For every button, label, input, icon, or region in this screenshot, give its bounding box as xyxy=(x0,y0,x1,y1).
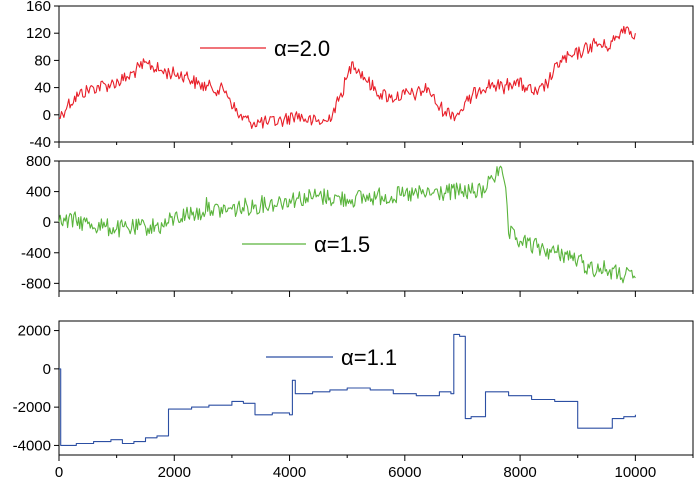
y-tick-label: 800 xyxy=(26,153,51,170)
plot-frame xyxy=(58,160,694,292)
legend-label: α=1.5 xyxy=(314,232,370,257)
legend-label: α=1.1 xyxy=(341,345,397,370)
y-tick-label: 120 xyxy=(26,25,51,42)
x-tick-label: 10000 xyxy=(615,464,657,481)
y-tick-label: 40 xyxy=(34,80,51,97)
y-tick-label: 2000 xyxy=(18,323,51,340)
x-tick-label: 0 xyxy=(55,464,63,481)
panel-2: -800 -400 0 400 800 α=1.5 xyxy=(21,153,694,297)
plot-frame xyxy=(58,5,694,143)
x-tick-label: 4000 xyxy=(273,464,306,481)
y-tick-label: 400 xyxy=(26,184,51,201)
y-tick-label: -2000 xyxy=(13,399,51,416)
y-tick-label: -800 xyxy=(21,275,51,292)
panel-3: -4000 -2000 0 2000 0 2000 4000 6000 8000 10000 α=1… xyxy=(13,320,694,481)
series-line xyxy=(58,25,636,129)
x-tick-label: 6000 xyxy=(388,464,421,481)
x-tick-label: 8000 xyxy=(503,464,536,481)
panel-1: -40 0 40 80 120 160 α=2.0 xyxy=(26,0,694,151)
y-tick-label: 160 xyxy=(26,0,51,15)
y-tick-label: 0 xyxy=(43,107,51,124)
y-tick-label: 80 xyxy=(34,52,51,69)
y-tick-label: 0 xyxy=(43,214,51,231)
y-tick-label: 0 xyxy=(43,361,51,378)
x-tick-label: 2000 xyxy=(158,464,191,481)
series-line xyxy=(59,333,636,446)
series-line xyxy=(58,165,636,284)
y-tick-label: -400 xyxy=(21,245,51,262)
y-tick-label: -4000 xyxy=(13,437,51,454)
plot-frame xyxy=(58,320,694,456)
y-tick-label: -40 xyxy=(29,134,51,151)
legend-label: α=2.0 xyxy=(274,36,330,61)
